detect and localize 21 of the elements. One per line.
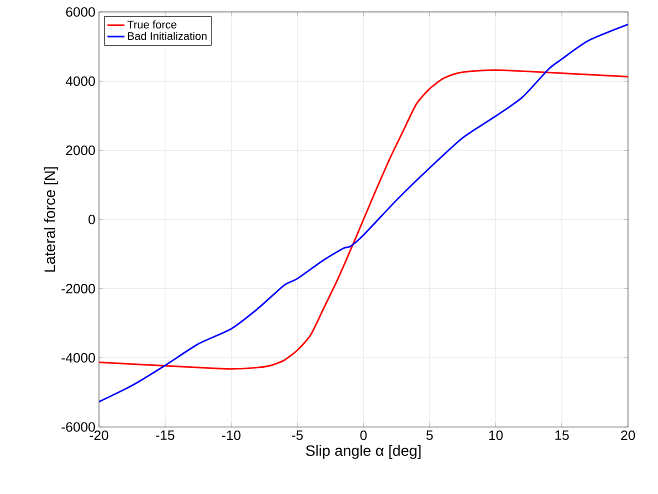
x-axis-title: Slip angle α [deg] bbox=[306, 444, 421, 459]
y-tick-label: -6000 bbox=[62, 422, 95, 432]
x-tick-label: -20 bbox=[90, 430, 108, 440]
x-tick-label: 20 bbox=[621, 430, 635, 440]
x-tick-label: -15 bbox=[156, 430, 174, 440]
y-tick-label: -4000 bbox=[62, 353, 95, 363]
legend-label: Bad Initialization bbox=[128, 32, 207, 40]
x-tick-label: 5 bbox=[426, 430, 433, 440]
y-axis-title: Lateral force [N] bbox=[44, 167, 58, 272]
y-tick-label: -2000 bbox=[62, 284, 95, 294]
x-tick-label: -5 bbox=[292, 430, 303, 440]
x-tick-label: 15 bbox=[555, 430, 569, 440]
line-series bbox=[99, 69, 628, 370]
x-tick-label: 10 bbox=[489, 430, 503, 440]
x-tick-label: -10 bbox=[222, 430, 240, 440]
y-tick-label: 2000 bbox=[66, 146, 95, 156]
y-tick-label: 4000 bbox=[66, 76, 95, 86]
y-tick-label: 6000 bbox=[66, 7, 95, 17]
y-tick-label: 0 bbox=[88, 214, 95, 224]
legend-label: True force bbox=[127, 20, 176, 28]
x-tick-label: 0 bbox=[360, 430, 367, 440]
